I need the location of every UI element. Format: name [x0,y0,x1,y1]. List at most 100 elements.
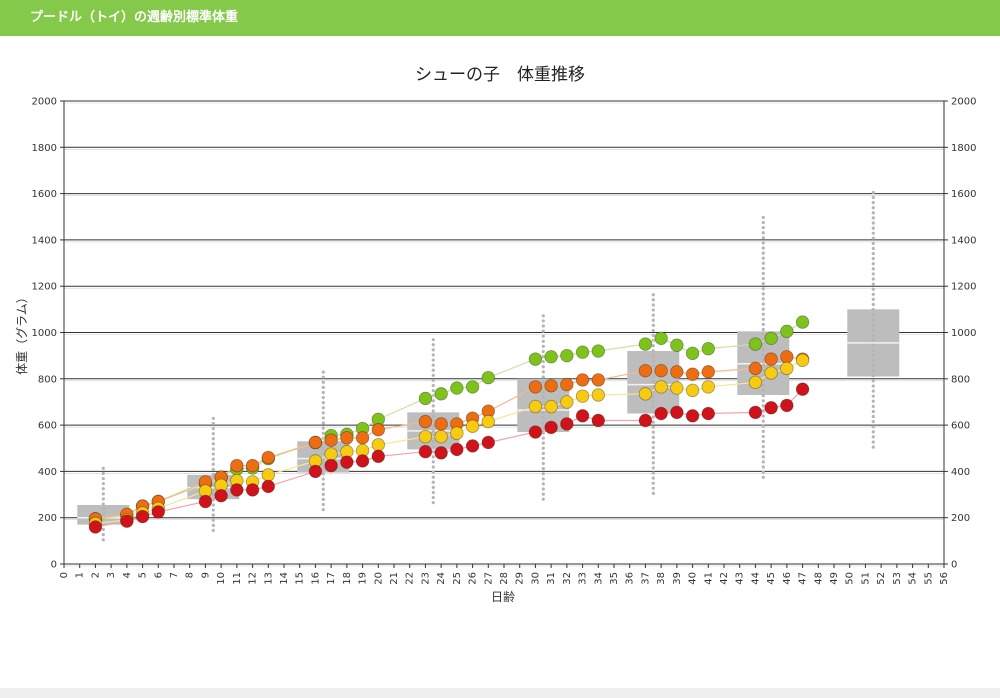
data-point [780,324,794,339]
reference-dot [871,379,875,383]
reference-dot [431,414,435,418]
reference-dot [761,307,765,311]
data-point [481,435,495,450]
reference-dot [761,470,765,474]
data-point [324,458,338,473]
reference-dot [871,323,875,327]
reference-dot [871,343,875,347]
reference-dot [871,231,875,235]
reference-dot [321,401,325,405]
reference-dot [321,477,325,481]
reference-dot [871,211,875,215]
reference-dot [321,507,325,512]
reference-dot [431,445,435,449]
reference-dot [541,400,545,405]
data-point [748,361,763,376]
reference-dot [871,241,875,245]
x-tick-label: 38 [656,572,667,585]
data-point [308,435,323,450]
reference-dot [651,430,655,434]
reference-dot [101,512,105,516]
reference-dot [321,462,325,466]
x-tick-label: 1 [75,572,86,578]
x-tick-label: 55 [923,572,934,585]
reference-dot [871,399,875,403]
data-point [450,442,464,457]
y-tick-label-right: 2000 [951,97,976,108]
reference-dot [761,317,765,321]
data-point [434,417,448,431]
data-point [701,342,715,356]
reference-dot [541,492,545,496]
data-point [481,414,495,429]
data-point [795,315,810,329]
reference-dot [761,276,765,281]
x-tick-label: 54 [908,572,919,585]
reference-dot [101,482,105,486]
x-tick-label: 2 [90,572,101,578]
data-point [245,483,260,497]
data-point [560,395,574,409]
reference-dot [321,370,325,374]
x-tick-label: 44 [750,572,761,585]
y-axis-label: 体重（グラム） [15,291,29,375]
x-tick-label: 20 [373,572,384,585]
data-point [340,431,354,445]
reference-dot [871,384,875,388]
reference-dot [871,246,875,251]
reference-dot [871,302,875,307]
x-tick-label: 50 [845,572,856,585]
reference-dot [651,354,655,358]
data-point [748,405,763,420]
reference-dot [321,497,325,502]
reference-dot [761,302,765,306]
x-tick-label: 34 [593,572,604,585]
x-tick-label: 18 [342,572,353,585]
x-tick-label: 51 [860,572,871,585]
data-point [230,483,244,497]
reference-dot [871,369,875,373]
reference-dot [431,368,435,372]
data-point [701,380,715,394]
reference-dot [871,216,875,220]
reference-dot [651,486,655,490]
reference-dot [761,429,765,433]
reference-dot [651,298,655,302]
data-point [418,414,433,429]
reference-dot [871,226,875,230]
reference-dot [761,434,765,439]
reference-dot [871,307,875,312]
data-point [481,370,495,385]
reference-dot [541,487,545,491]
reference-dot [211,421,215,426]
reference-dot [871,272,875,276]
data-point [795,382,810,396]
reference-dot [541,314,545,318]
reference-dot [761,343,765,347]
reference-dot [651,471,655,475]
y-tick-label-right: 400 [951,467,970,478]
reference-dot [431,429,435,433]
reference-dot [541,319,545,323]
reference-dot [651,364,655,368]
data-point [780,398,794,413]
reference-dot [431,343,435,347]
y-tick-label-left: 800 [38,374,57,385]
x-tick-label: 31 [546,572,557,585]
data-point [560,417,574,431]
data-point [528,425,543,439]
data-point [638,337,653,351]
reference-dot [871,353,875,358]
reference-dot [321,446,325,451]
reference-dot [871,236,875,240]
reference-dot [871,195,875,200]
reference-dot [871,394,875,398]
data-point [434,429,448,444]
reference-dot [321,390,325,395]
data-point [575,345,590,359]
reference-dot [871,297,875,301]
reference-dot [211,452,215,456]
x-tick-label: 5 [138,572,149,578]
reference-dot [871,435,875,439]
y-tick-label-left: 1600 [32,189,57,200]
